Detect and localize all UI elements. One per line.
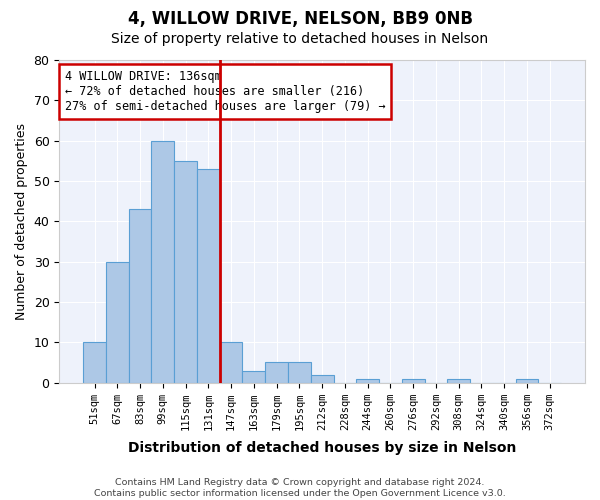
Bar — [83, 342, 106, 382]
Bar — [242, 370, 265, 382]
Bar — [448, 378, 470, 382]
Bar — [515, 378, 538, 382]
Bar — [288, 362, 311, 382]
Bar — [151, 140, 174, 382]
Bar — [402, 378, 425, 382]
Y-axis label: Number of detached properties: Number of detached properties — [15, 123, 28, 320]
Bar — [356, 378, 379, 382]
Text: Size of property relative to detached houses in Nelson: Size of property relative to detached ho… — [112, 32, 488, 46]
Bar — [220, 342, 242, 382]
Bar — [106, 262, 128, 382]
Text: 4 WILLOW DRIVE: 136sqm
← 72% of detached houses are smaller (216)
27% of semi-de: 4 WILLOW DRIVE: 136sqm ← 72% of detached… — [65, 70, 385, 112]
Text: Contains HM Land Registry data © Crown copyright and database right 2024.
Contai: Contains HM Land Registry data © Crown c… — [94, 478, 506, 498]
Bar — [128, 209, 151, 382]
Text: 4, WILLOW DRIVE, NELSON, BB9 0NB: 4, WILLOW DRIVE, NELSON, BB9 0NB — [128, 10, 473, 28]
Bar — [174, 161, 197, 382]
Bar — [311, 374, 334, 382]
Bar — [197, 169, 220, 382]
Bar — [265, 362, 288, 382]
X-axis label: Distribution of detached houses by size in Nelson: Distribution of detached houses by size … — [128, 441, 517, 455]
